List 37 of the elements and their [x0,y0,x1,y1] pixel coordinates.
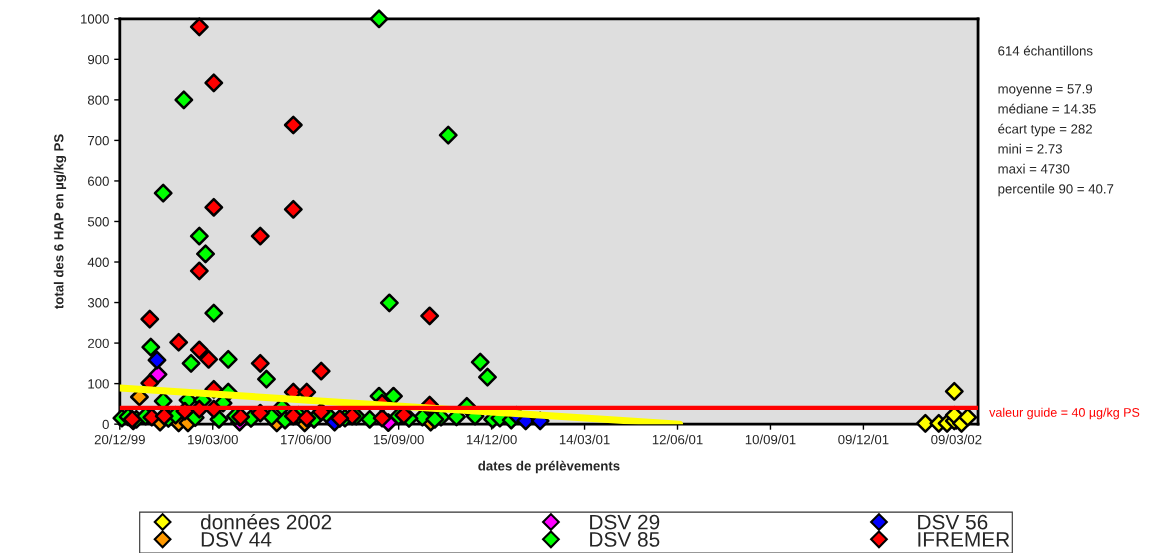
y-tick-label: 600 [88,176,109,186]
x-axis-title: dates de prélèvements [478,460,620,474]
y-tick-label: 300 [87,298,109,308]
y-tick-label: 400 [87,257,109,267]
legend-label: IFREMER [918,532,1010,547]
x-tick-label: 10/09/01 [745,434,796,445]
y-tick-label: 100 [88,379,109,389]
x-tick-label: 19/03/00 [188,434,238,445]
x-tick-label: 17/06/00 [281,434,331,445]
legend-label: DSV 85 [590,532,660,547]
ref-line-label: valeur guide = 40 µg/kg PS [989,407,1140,420]
y-axis-title: total des 6 HAP en µg/kg PS [53,134,67,309]
x-tick-label: 09/03/02 [931,434,982,445]
x-tick-label: 15/09/00 [373,434,424,445]
y-tick-label: 0 [102,419,109,430]
legend-label: données 2002 [200,513,332,530]
x-tick-label: 12/06/01 [652,434,703,445]
y-tick-label: 700 [88,135,109,146]
y-tick-label: 800 [87,95,109,105]
text: médiane = 14.35 [998,103,1096,114]
text: percentile 90 = 40.7 [998,183,1114,197]
x-tick-label: 20/12/99 [94,434,145,445]
text: 614 échantillons [998,45,1093,56]
y-tick-label: 1000 [81,14,109,24]
text: mini = 2.73 [998,143,1062,154]
y-tick-label: 900 [88,54,109,65]
text: maxi = 4730 [998,163,1070,174]
x-tick-label: 09/12/01 [838,434,889,445]
x-tick-label: 14/03/01 [559,434,610,445]
x-tick-label: 14/12/00 [466,434,517,445]
y-tick-label: 200 [88,338,109,348]
legend-label: DSV 56 [918,514,988,530]
text: moyenne = 57.9 [998,84,1092,97]
text: écart type = 282 [998,123,1092,137]
y-tick-label: 500 [87,217,109,227]
legend-label: DSV 29 [590,514,660,530]
legend-label: DSV 44 [201,532,272,547]
